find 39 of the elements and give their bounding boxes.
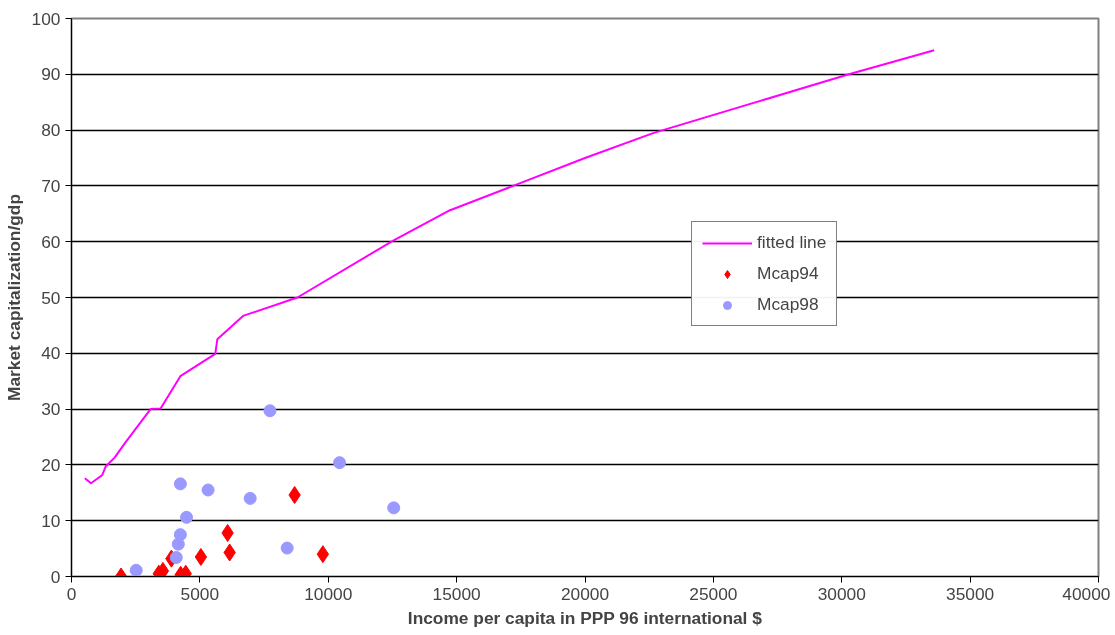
x-tick-label: 25000 — [689, 583, 738, 604]
y-tick-label: 10 — [41, 510, 61, 531]
legend-label: fitted line — [757, 232, 827, 253]
point — [243, 491, 257, 505]
y-tick-label: 90 — [41, 64, 61, 85]
point — [171, 537, 185, 551]
y-axis-title: Market capitalization/gdp — [3, 193, 24, 401]
legend-label: Mcap98 — [757, 294, 819, 315]
point — [129, 563, 143, 577]
x-tick-label: 15000 — [432, 583, 481, 604]
y-tick-label: 70 — [41, 175, 61, 196]
y-tick-label: 20 — [41, 454, 61, 475]
x-tick-label: 20000 — [560, 583, 610, 604]
x-tick-label: 35000 — [946, 583, 995, 604]
x-tick-label: 40000 — [1062, 583, 1111, 604]
point — [169, 551, 183, 565]
x-tick-label: 30000 — [817, 583, 866, 604]
y-tick-label: 60 — [41, 231, 61, 252]
x-tick-label: 0 — [66, 583, 77, 604]
y-tick-label: 50 — [41, 287, 61, 308]
legend-label: Mcap94 — [757, 263, 819, 284]
point — [280, 541, 294, 555]
y-tick-label: 30 — [41, 399, 61, 420]
x-axis-title: Income per capita in PPP 96 international $ — [407, 607, 763, 628]
y-tick-label: 0 — [50, 566, 61, 587]
point — [316, 545, 330, 564]
y-tick-label: 100 — [31, 8, 61, 29]
point — [194, 547, 208, 566]
point — [201, 483, 215, 497]
y-tick-label: 80 — [41, 120, 61, 141]
point — [263, 404, 277, 418]
point — [173, 477, 187, 491]
x-tick-label: 10000 — [304, 583, 353, 604]
x-tick-label: 5000 — [180, 583, 220, 604]
point — [333, 456, 347, 470]
y-tick-label: 40 — [41, 343, 61, 364]
line-series — [83, 49, 936, 485]
point — [180, 510, 194, 524]
point — [387, 501, 401, 515]
